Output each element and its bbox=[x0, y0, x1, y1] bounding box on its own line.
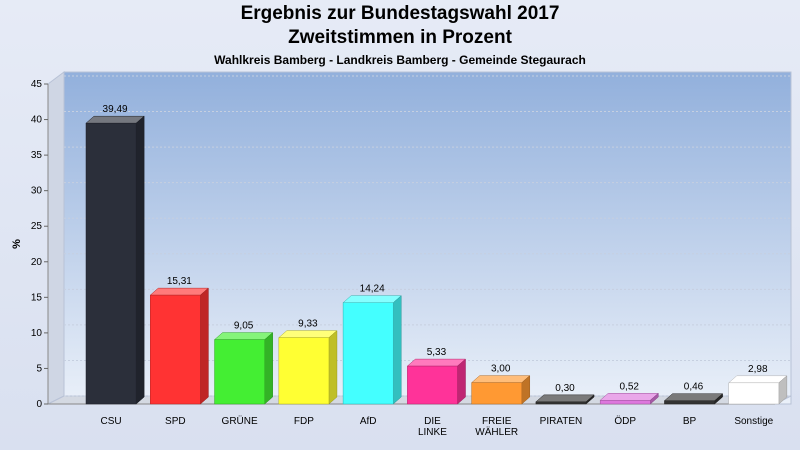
bar-side bbox=[392, 295, 402, 405]
bar-value-label: 14,24 bbox=[360, 284, 385, 295]
y-tick-label: 45 bbox=[31, 79, 43, 90]
bar-value-label: 0,30 bbox=[555, 383, 575, 394]
y-tick-label: 15 bbox=[31, 292, 43, 303]
bar-value-label: 9,33 bbox=[298, 319, 318, 330]
bar-front bbox=[214, 339, 265, 405]
bar-top bbox=[149, 287, 210, 296]
bar-value-label: 9,05 bbox=[234, 321, 254, 332]
bar-top bbox=[470, 375, 531, 383]
bar-value-label: 2,98 bbox=[748, 364, 768, 375]
x-tick-label: WÄHLER bbox=[475, 426, 518, 438]
bar-value-label: 5,33 bbox=[427, 347, 447, 358]
bar-value-label: 3,00 bbox=[491, 364, 511, 375]
bar-top bbox=[406, 358, 467, 367]
bar-top bbox=[342, 295, 402, 303]
bar-front bbox=[150, 294, 201, 405]
chart-subtitle: Wahlkreis Bamberg - Landkreis Bamberg - … bbox=[214, 53, 586, 67]
x-tick-label: SPD bbox=[165, 416, 186, 427]
bar bbox=[149, 287, 210, 405]
chart-title: Ergebnis zur Bundestagswahl 2017 bbox=[240, 3, 560, 24]
x-tick-label: CSU bbox=[101, 416, 122, 427]
bar bbox=[213, 332, 274, 405]
bar bbox=[599, 392, 659, 405]
x-tick-label: ÖDP bbox=[614, 415, 636, 427]
plot-left-wall bbox=[47, 71, 65, 405]
bar bbox=[470, 375, 531, 405]
chart-title-line-2: Zweitstimmen in Prozent bbox=[288, 27, 512, 48]
bar bbox=[535, 394, 595, 405]
bar-front bbox=[471, 382, 523, 405]
bar-value-label: 0,46 bbox=[684, 382, 704, 393]
x-tick-label: DIE bbox=[424, 416, 441, 427]
bar-front bbox=[728, 382, 780, 405]
bar-top bbox=[85, 115, 145, 124]
bar-top bbox=[663, 393, 724, 401]
bar-side bbox=[200, 287, 209, 405]
y-tick-label: 10 bbox=[31, 328, 43, 339]
bar-top bbox=[278, 330, 338, 338]
bar bbox=[342, 295, 402, 405]
x-tick-label: FREIE bbox=[482, 416, 512, 427]
y-tick-label: 30 bbox=[31, 186, 43, 197]
bar-side bbox=[328, 330, 338, 405]
bar-top bbox=[535, 394, 595, 403]
y-tick-label: 5 bbox=[36, 363, 42, 374]
bar-front bbox=[664, 400, 715, 405]
x-tick-label: GRÜNE bbox=[222, 415, 258, 427]
bar-front bbox=[342, 302, 394, 405]
bar-side bbox=[264, 332, 273, 405]
bar bbox=[728, 375, 788, 405]
x-tick-label: BP bbox=[683, 416, 697, 427]
bar-front bbox=[599, 400, 651, 405]
bar-front bbox=[535, 401, 587, 405]
bar-value-label: 0,52 bbox=[620, 381, 640, 392]
bar bbox=[663, 393, 724, 405]
bar bbox=[278, 330, 338, 405]
bar-value-label: 39,49 bbox=[103, 104, 128, 115]
x-tick-label: PIRATEN bbox=[540, 416, 583, 427]
bar-value-label: 15,31 bbox=[167, 276, 192, 287]
y-tick-label: 40 bbox=[31, 115, 43, 126]
x-tick-label: LINKE bbox=[418, 427, 447, 438]
bar-side bbox=[135, 115, 145, 405]
bar-top bbox=[728, 375, 788, 384]
x-tick-label: AfD bbox=[360, 416, 377, 427]
bar-top bbox=[213, 332, 274, 340]
y-axis-label: % bbox=[11, 239, 23, 249]
bar-top bbox=[599, 393, 659, 401]
y-tick-label: 25 bbox=[31, 221, 43, 232]
bar-front bbox=[407, 365, 458, 405]
bar bbox=[406, 358, 467, 405]
bar bbox=[85, 115, 145, 405]
bar-side bbox=[457, 358, 466, 405]
y-tick-label: 0 bbox=[36, 399, 42, 410]
bar-front bbox=[85, 122, 137, 405]
x-tick-label: Sonstige bbox=[734, 416, 773, 427]
y-tick-label: 35 bbox=[31, 150, 43, 161]
x-tick-label: FDP bbox=[294, 416, 314, 427]
y-tick-label: 20 bbox=[31, 257, 43, 268]
bar-front bbox=[278, 337, 330, 405]
